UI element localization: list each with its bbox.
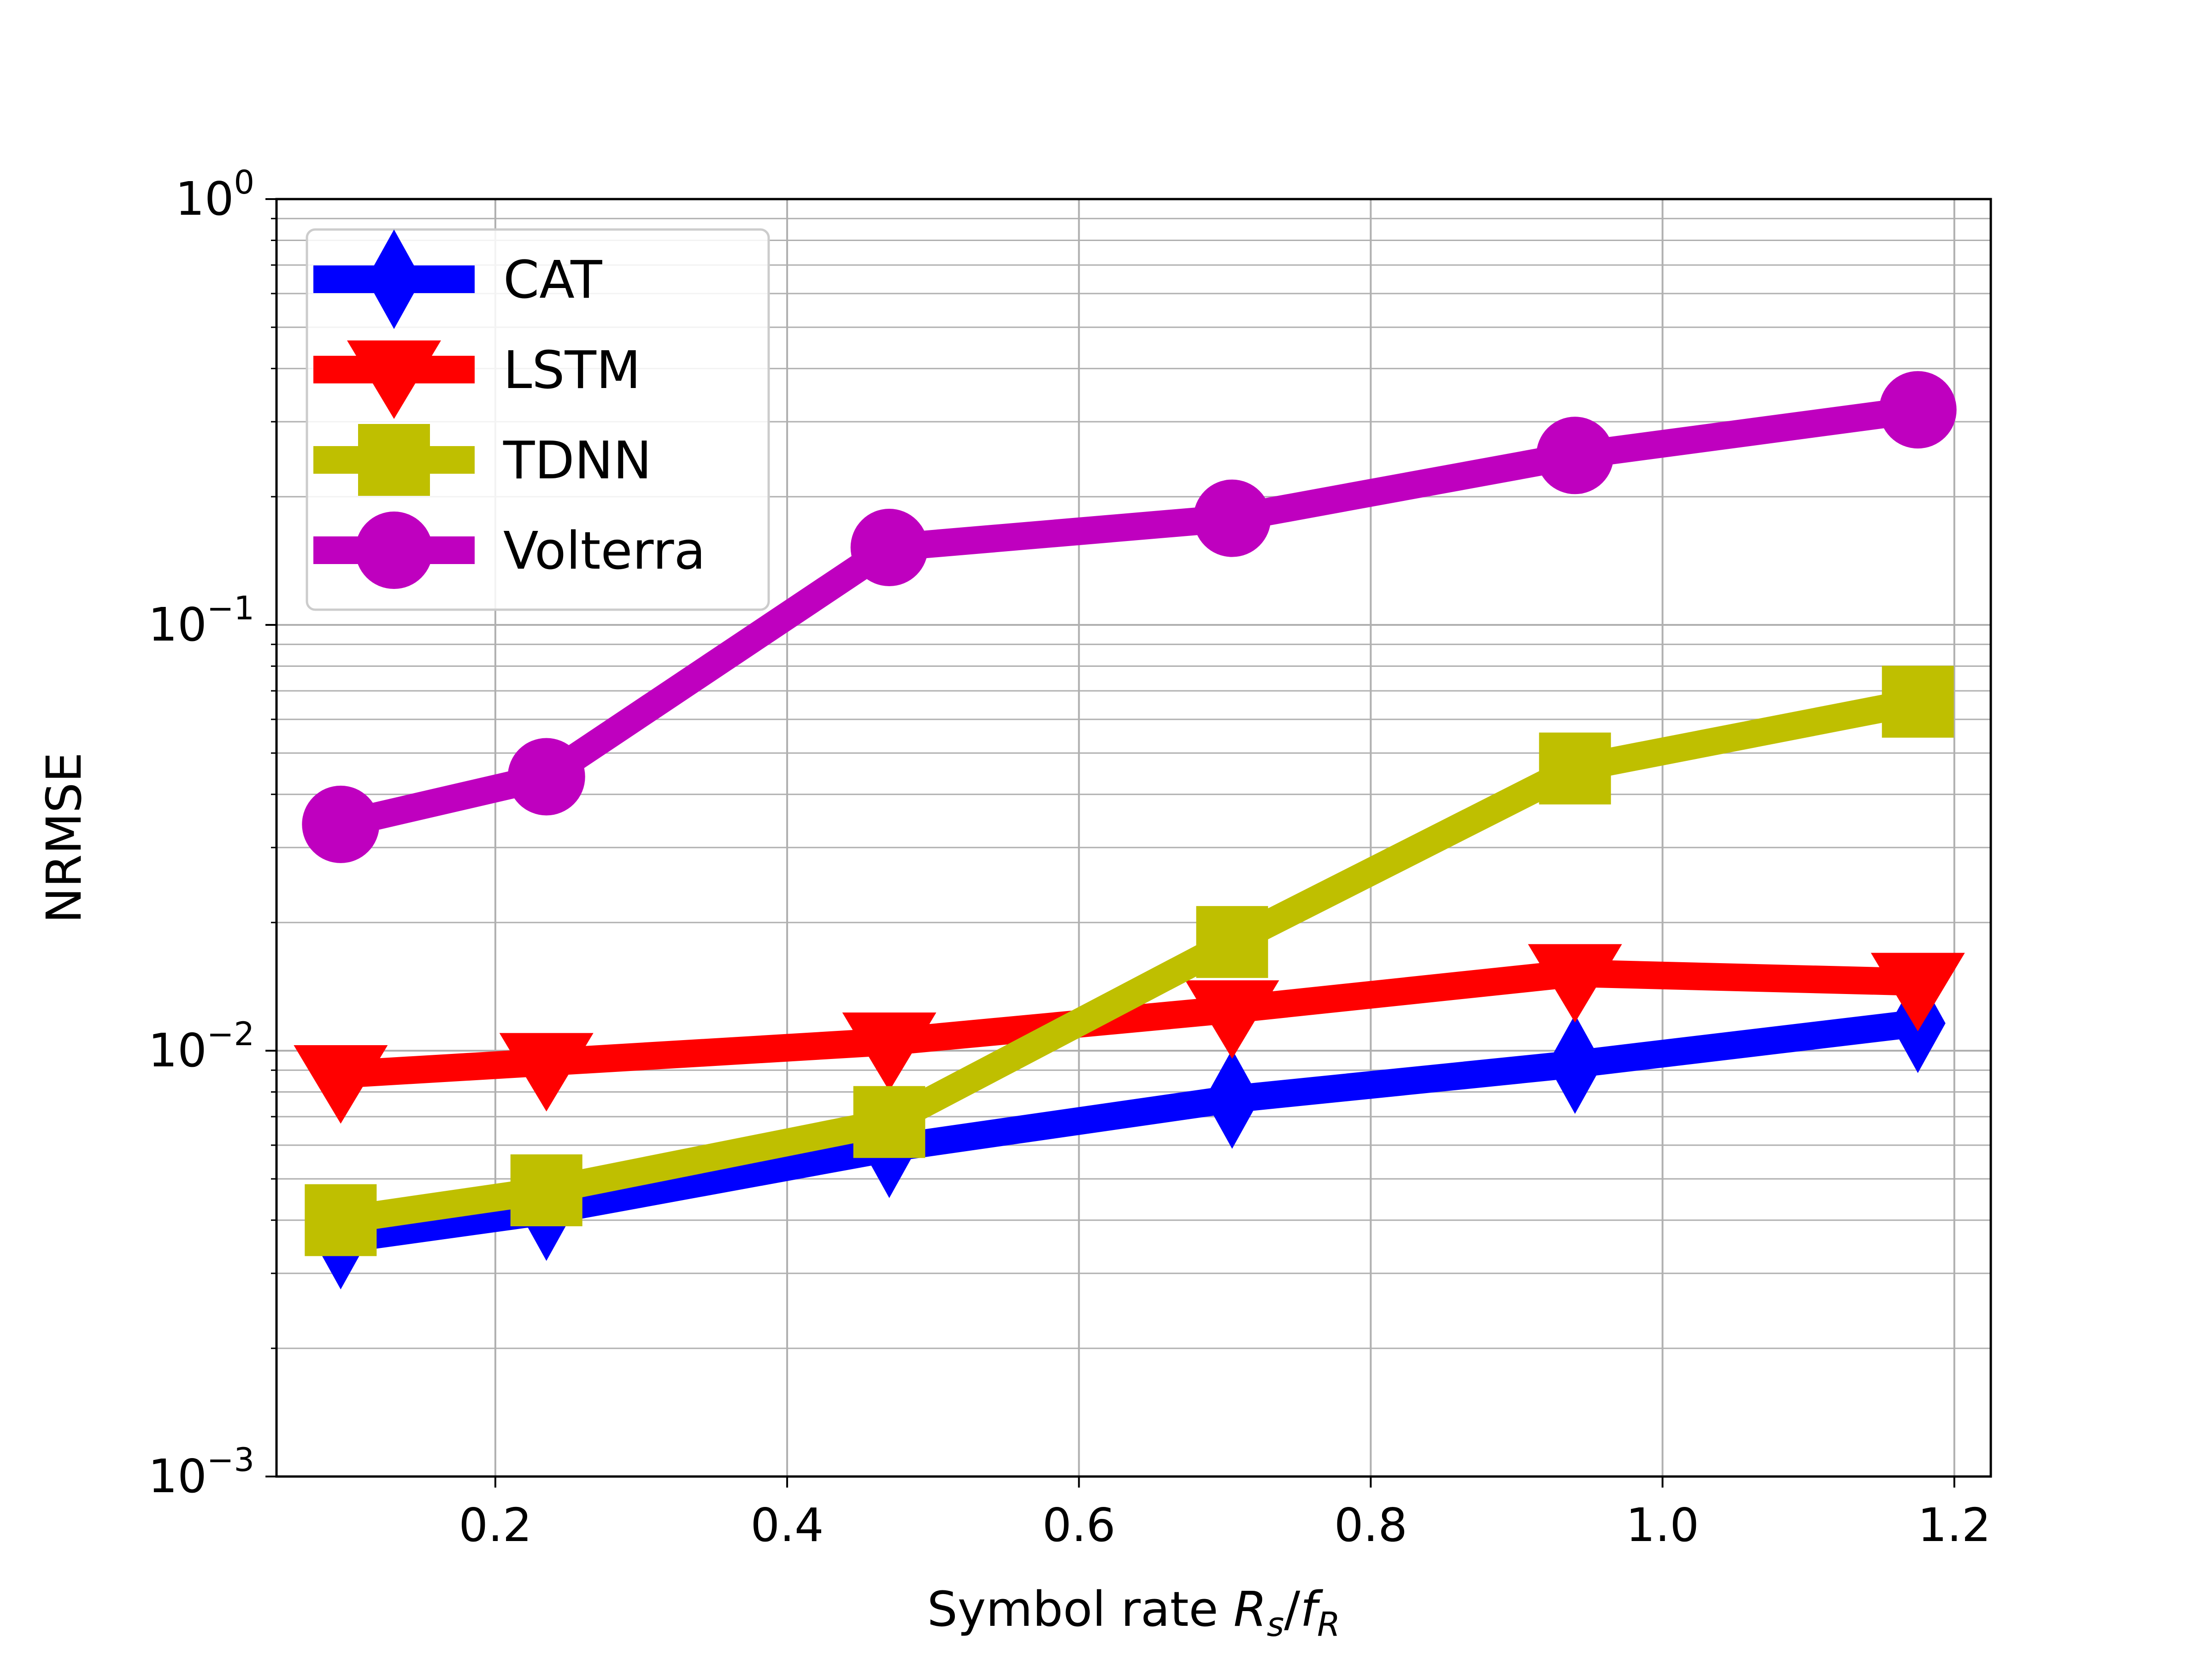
legend: CAT LSTM TDNN Volterra	[306, 228, 770, 611]
legend-label: TDNN	[503, 431, 652, 491]
legend-item-volterra: Volterra	[313, 512, 706, 589]
legend-box	[306, 228, 770, 611]
y-tick-label-exp: 0	[234, 164, 254, 201]
x-axis-label-text: Symbol rate	[927, 1581, 1234, 1637]
y-tick-label-base: 10	[148, 598, 207, 652]
y-tick-label-base: 10	[148, 1024, 207, 1077]
series-tdnn	[305, 665, 1954, 1256]
data-point-cat	[1204, 1049, 1260, 1149]
data-point-lstm	[294, 1045, 388, 1124]
series-volterra	[302, 371, 1957, 863]
y-tick-label-exp: −1	[207, 589, 254, 627]
y-tick-label-base: 10	[148, 1449, 207, 1503]
data-point-cat	[1547, 1014, 1603, 1114]
data-point-volterra	[507, 738, 585, 816]
x-axis: 0.2 0.4 0.6 0.8 1.0 1.2	[459, 1477, 1991, 1552]
y-tick-label-exp: −3	[207, 1441, 254, 1479]
data-point-volterra	[850, 508, 928, 586]
y-tick-label: 10−2	[148, 1015, 254, 1077]
x-tick-label: 1.2	[1918, 1498, 1991, 1552]
x-tick-label: 0.6	[1042, 1498, 1116, 1552]
data-point-tdnn	[305, 1184, 377, 1256]
data-point-volterra	[1193, 479, 1271, 557]
legend-item-tdnn: TDNN	[313, 424, 652, 496]
legend-item-lstm: LSTM	[313, 340, 641, 419]
data-point-volterra	[302, 785, 380, 863]
legend-marker	[366, 229, 422, 329]
y-tick-label-exp: −2	[207, 1015, 254, 1053]
x-tick-label: 0.4	[751, 1498, 824, 1552]
x-tick-label: 1.0	[1626, 1498, 1699, 1552]
data-point-volterra	[1536, 417, 1614, 494]
plot-frame	[275, 198, 1992, 1478]
x-axis-label-s: s	[1267, 1605, 1284, 1644]
y-tick-label-base: 10	[175, 172, 234, 226]
data-point-lstm	[1871, 953, 1965, 1031]
x-tick-label: 0.8	[1334, 1498, 1407, 1552]
data-point-tdnn	[1882, 665, 1954, 738]
data-point-lstm	[842, 1012, 936, 1091]
y-tick-label: 10−3	[148, 1441, 254, 1503]
data-point-tdnn	[853, 1086, 925, 1158]
data-point-tdnn	[1539, 732, 1611, 805]
data-point-lstm	[1185, 980, 1279, 1059]
x-axis-label-R-sub: R	[1317, 1605, 1340, 1644]
series-layer	[294, 371, 1965, 1289]
y-tick-label: 100	[175, 164, 254, 226]
legend-marker	[347, 340, 441, 419]
data-point-tdnn	[1196, 906, 1268, 978]
y-axis-label: NRMSE	[36, 752, 92, 924]
x-axis-label-R: R	[1234, 1581, 1267, 1637]
legend-label: LSTM	[503, 341, 641, 400]
y-tick-label: 10−1	[148, 589, 254, 652]
legend-label: CAT	[503, 250, 602, 310]
x-tick-label: 0.2	[459, 1498, 532, 1552]
legend-marker	[358, 424, 430, 496]
data-point-tdnn	[510, 1154, 582, 1226]
legend-marker	[355, 512, 433, 589]
data-point-volterra	[1879, 371, 1957, 449]
data-point-lstm	[499, 1033, 594, 1112]
x-axis-label-slash: /	[1284, 1581, 1300, 1637]
legend-label: Volterra	[503, 521, 706, 581]
data-point-lstm	[1528, 944, 1622, 1023]
legend-item-cat: CAT	[313, 229, 602, 329]
x-axis-label: Symbol rate Rs/fR	[927, 1581, 1340, 1644]
